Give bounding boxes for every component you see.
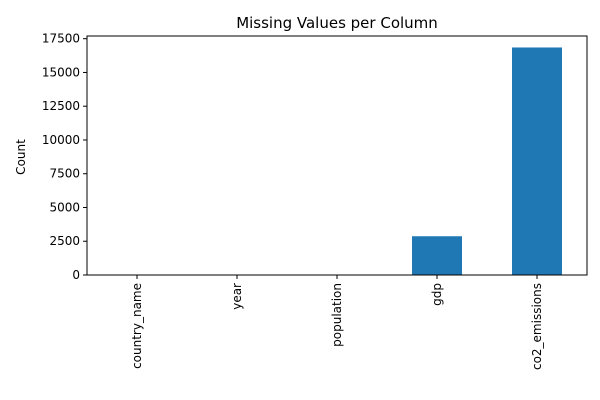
x-tick-label: country_name: [130, 283, 144, 369]
x-tick-label: gdp: [430, 283, 444, 306]
x-tick-label: year: [230, 283, 244, 310]
y-tick-label: 2500: [49, 234, 80, 248]
y-tick-label: 7500: [49, 167, 80, 181]
y-tick-label: 0: [72, 268, 80, 282]
bar-gdp: [412, 236, 462, 275]
y-tick-label: 12500: [42, 99, 80, 113]
bar-co2-emissions: [512, 47, 562, 275]
bars: [412, 47, 562, 275]
x-axis: country_name year population gdp co2_emissio…: [130, 275, 544, 370]
y-tick-label: 5000: [49, 200, 80, 214]
axes-frame: [86, 35, 588, 276]
y-tick-label: 17500: [42, 32, 80, 46]
x-tick-label: co2_emissions: [530, 283, 544, 370]
plot-area-border: [86, 35, 588, 276]
chart-title: Missing Values per Column: [236, 14, 438, 32]
y-axis: 0 2500 5000 7500 10000 12500 15000 17500: [42, 32, 87, 282]
y-tick-label: 15000: [42, 65, 80, 79]
y-axis-label: Count: [14, 139, 28, 175]
y-tick-label: 10000: [42, 133, 80, 147]
x-tick-label: population: [330, 283, 344, 347]
